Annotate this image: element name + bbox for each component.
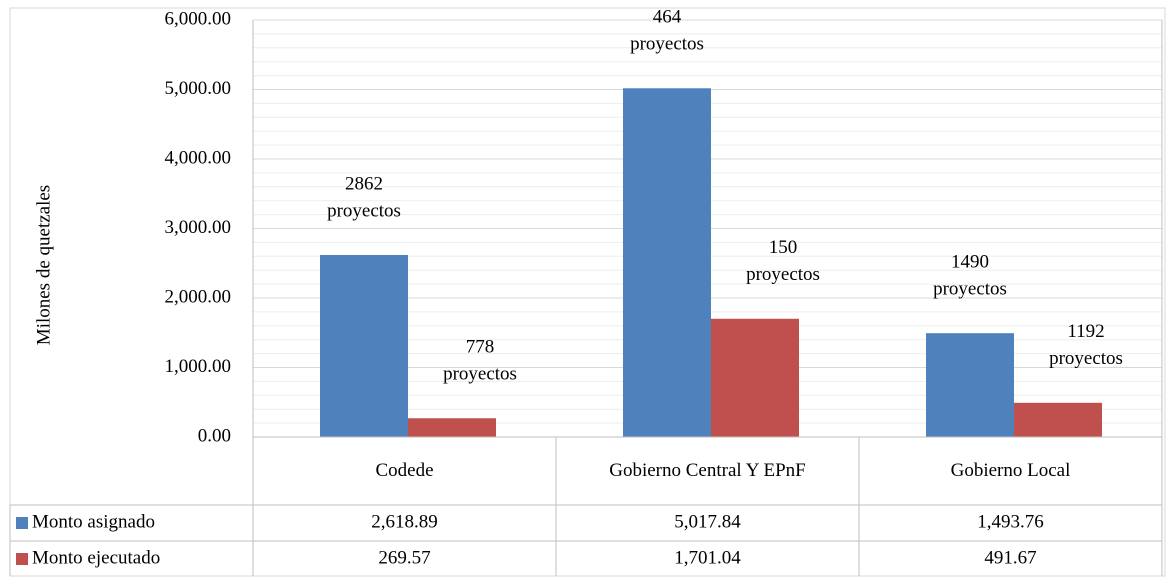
bar [623, 88, 711, 437]
bar [320, 254, 408, 437]
legend-label: Monto ejecutado [32, 547, 160, 568]
y-tick-label: 3,000.00 [165, 217, 232, 238]
bar-annotation: proyectos [1049, 348, 1123, 369]
bar [926, 333, 1014, 437]
x-tick-label: Gobierno Central Y EPnF [609, 460, 806, 481]
category-cell: Gobierno Local [950, 460, 1071, 481]
table-value: 1,493.76 [977, 511, 1044, 532]
bar [408, 418, 496, 437]
y-tick-label: 0.00 [198, 425, 231, 446]
x-tick-label: Gobierno Local [950, 460, 1071, 481]
table-value: 269.57 [378, 547, 430, 568]
bar-annotation: 464 [653, 7, 682, 28]
legend-label: Monto asignado [32, 511, 155, 532]
bar-annotation: proyectos [443, 364, 517, 385]
bar [711, 318, 799, 437]
category-cell: Codede [375, 460, 434, 481]
x-tick-label: Codede [375, 460, 434, 481]
legend-swatch [16, 517, 28, 529]
bar-annotation: proyectos [933, 279, 1007, 300]
table-value: 491.67 [984, 547, 1036, 568]
bar-annotation: 1490 [951, 252, 989, 273]
bar-annotation: 150 [769, 237, 798, 258]
y-tick-label: 4,000.00 [165, 147, 232, 168]
bar-annotation: proyectos [327, 200, 401, 221]
bar [1014, 402, 1102, 437]
bar-annotation: 2862 [345, 173, 383, 194]
table-value: 5,017.84 [674, 511, 741, 532]
table-value: 2,618.89 [371, 511, 438, 532]
bar-annotation: 778 [466, 337, 495, 358]
y-tick-label: 6,000.00 [165, 8, 232, 29]
bar-annotation: proyectos [746, 264, 820, 285]
y-tick-label: 1,000.00 [165, 356, 232, 377]
table-value: 1,701.04 [674, 547, 741, 568]
y-tick-label: 5,000.00 [165, 78, 232, 99]
y-axis-label: Milones de quetzales [33, 185, 54, 345]
bar-annotation: 1192 [1067, 321, 1104, 342]
category-cell: Gobierno Central Y EPnF [609, 460, 806, 481]
legend-swatch [16, 553, 28, 565]
y-tick-label: 2,000.00 [165, 286, 232, 307]
bar-annotation: proyectos [630, 34, 704, 55]
chart-frame [9, 7, 1166, 577]
